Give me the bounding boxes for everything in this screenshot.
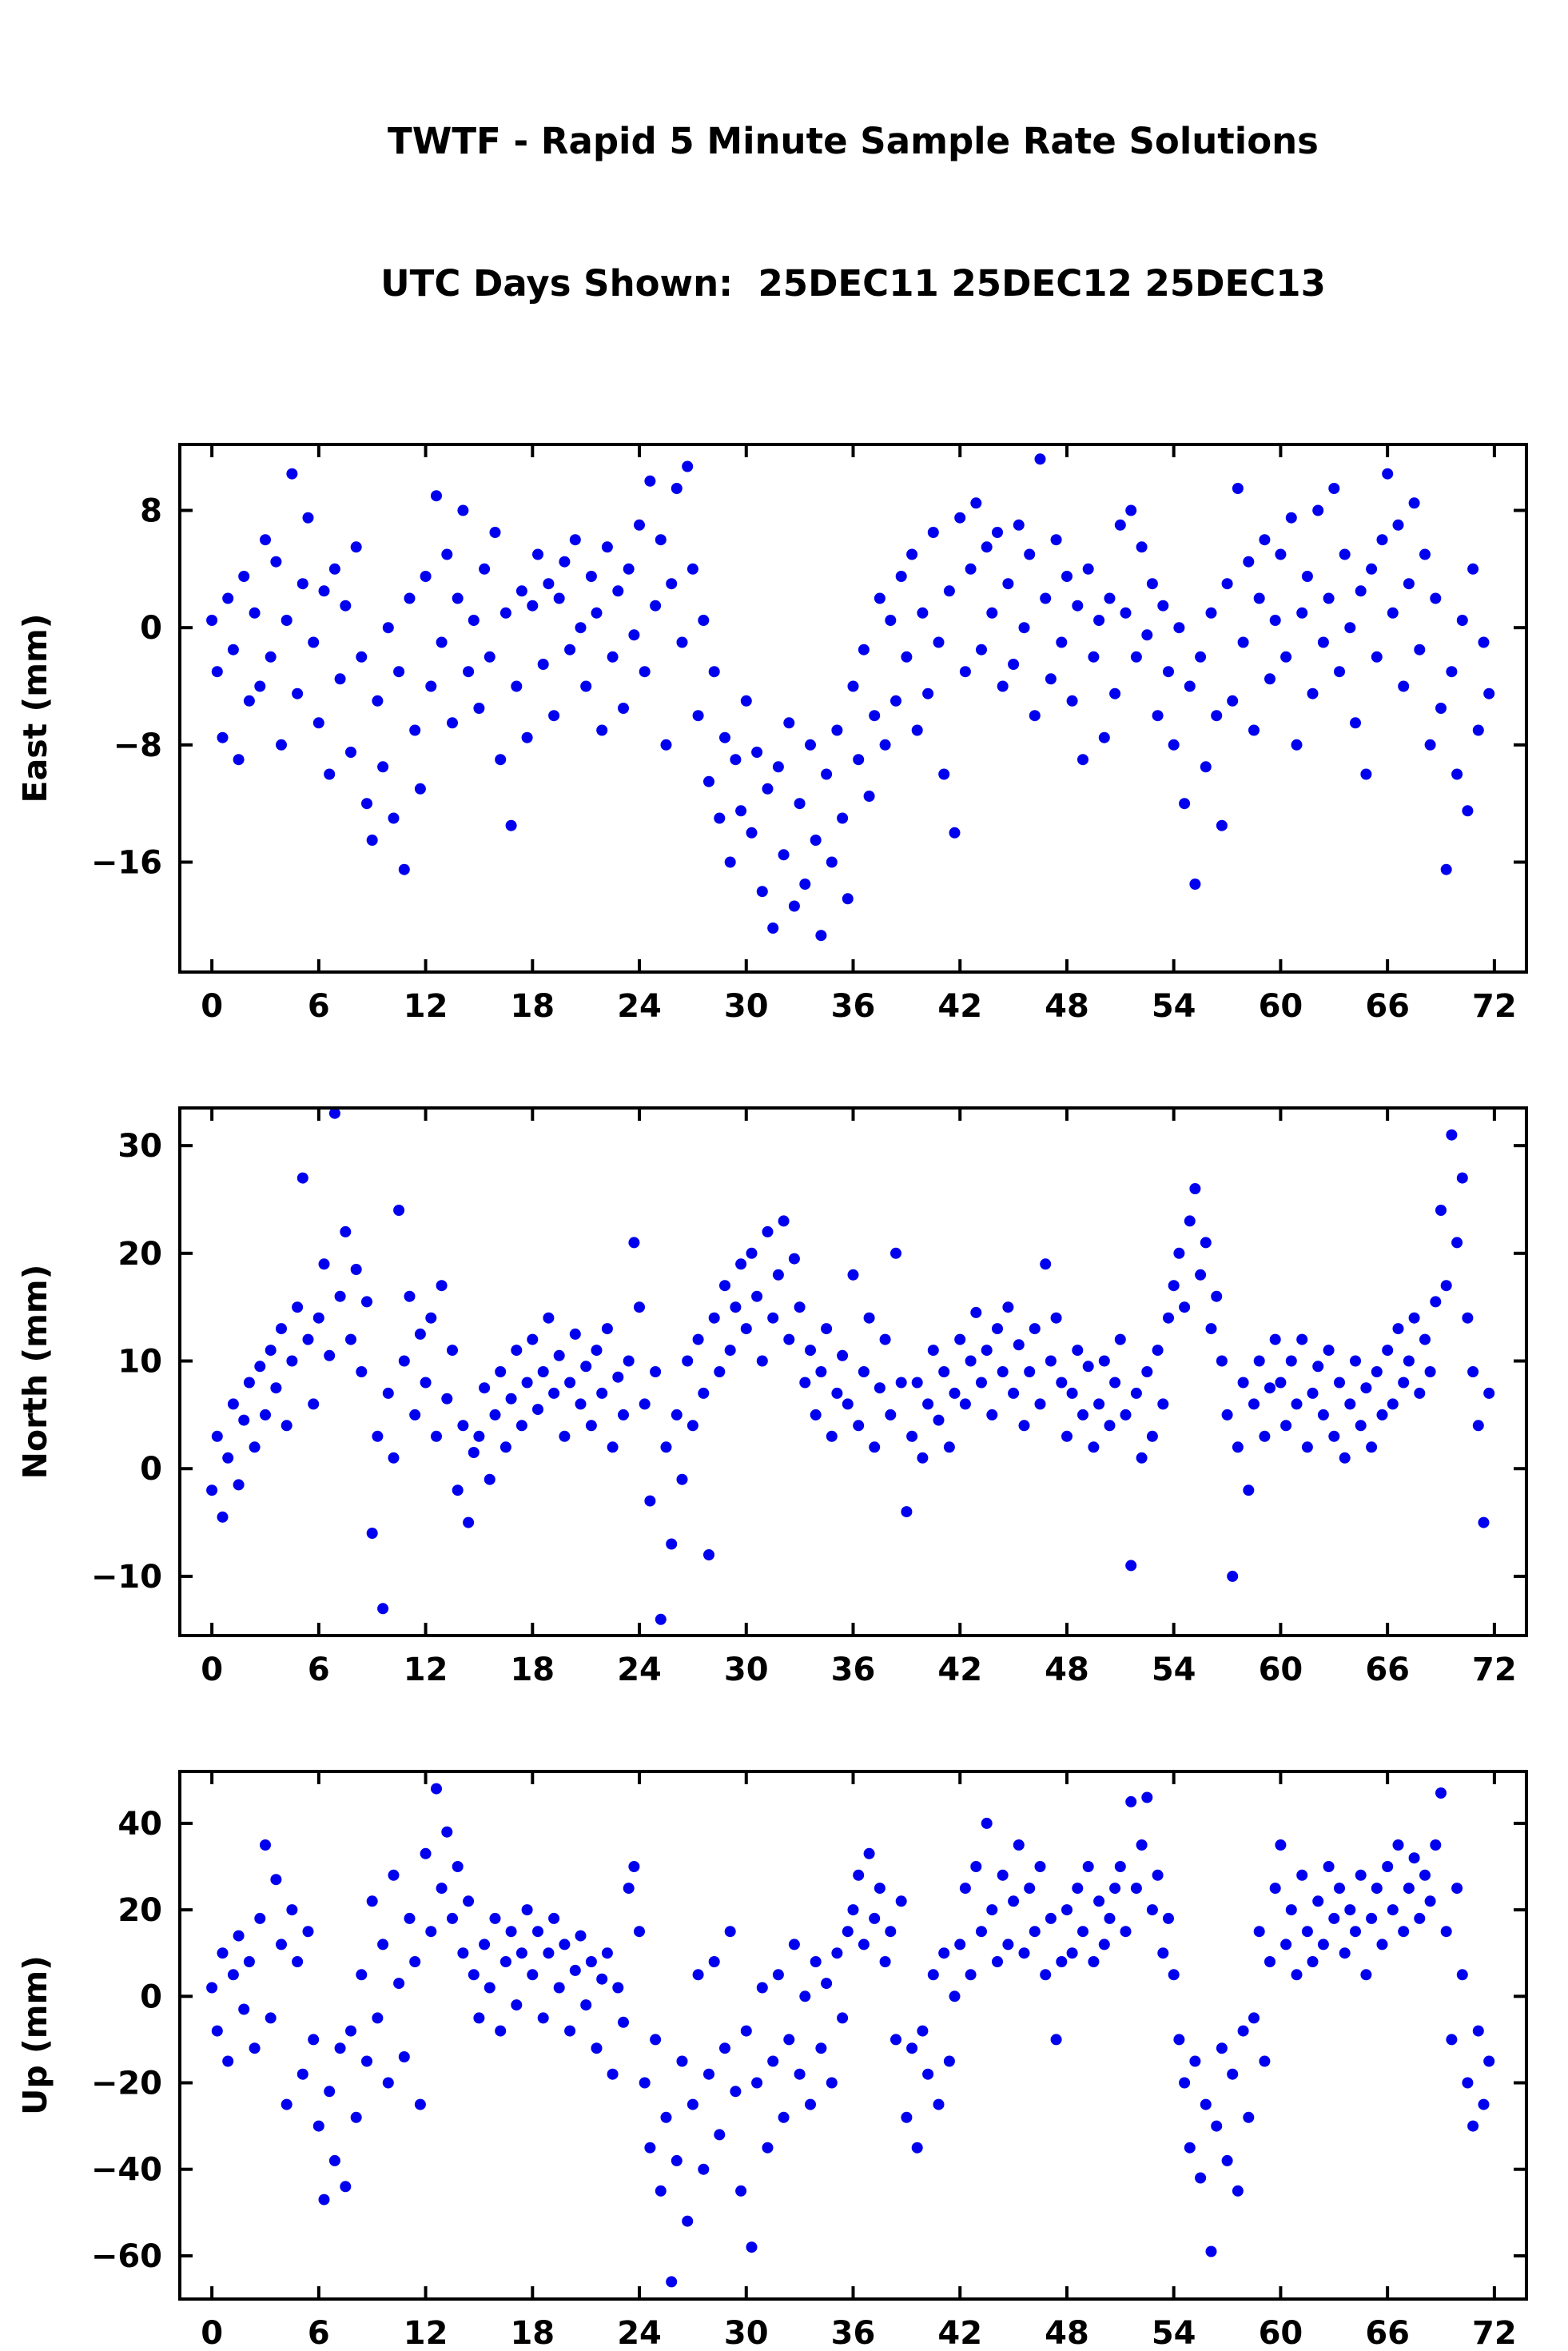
svg-text:Up (mm): Up (mm) <box>16 1955 54 2115</box>
up-panel-plot: 0 6 12 18 24 30 36 42 48 54 60 66 72 −60 −40 −20 0 20 40 Up… <box>16 1770 1528 2351</box>
svg-text:8: 8 <box>140 493 162 530</box>
svg-text:48: 48 <box>1045 1652 1089 1688</box>
svg-text:12: 12 <box>404 988 448 1025</box>
chart-title-line1: TWTF - Rapid 5 Minute Sample Rate Soluti… <box>388 119 1319 162</box>
east-panel-plot: 0 6 12 18 24 30 36 42 48 54 60 66 72 −16 −8 0 8 East (mm) <box>16 443 1528 1025</box>
svg-text:42: 42 <box>937 988 982 1025</box>
svg-text:60: 60 <box>1259 988 1303 1025</box>
svg-text:54: 54 <box>1152 2315 1196 2351</box>
svg-text:48: 48 <box>1045 2315 1089 2351</box>
svg-text:0: 0 <box>201 2315 223 2351</box>
svg-text:66: 66 <box>1365 1652 1410 1688</box>
svg-text:48: 48 <box>1045 988 1089 1025</box>
svg-text:42: 42 <box>937 1652 982 1688</box>
svg-text:−10: −10 <box>91 1559 162 1596</box>
svg-text:54: 54 <box>1152 1652 1196 1688</box>
svg-text:42: 42 <box>937 2315 982 2351</box>
svg-text:−8: −8 <box>113 727 162 764</box>
svg-text:36: 36 <box>831 988 876 1025</box>
svg-text:30: 30 <box>724 2315 769 2351</box>
svg-text:0: 0 <box>201 1652 223 1688</box>
svg-text:54: 54 <box>1152 988 1196 1025</box>
svg-text:−16: −16 <box>91 845 162 882</box>
svg-text:6: 6 <box>308 988 330 1025</box>
svg-text:24: 24 <box>617 988 662 1025</box>
svg-text:East (mm): East (mm) <box>16 614 54 803</box>
svg-text:North (mm): North (mm) <box>16 1265 54 1480</box>
svg-text:66: 66 <box>1365 2315 1410 2351</box>
svg-text:12: 12 <box>404 1652 448 1688</box>
svg-text:18: 18 <box>510 1652 555 1688</box>
svg-text:66: 66 <box>1365 988 1410 1025</box>
svg-text:24: 24 <box>617 2315 662 2351</box>
svg-text:0: 0 <box>140 1978 162 2015</box>
svg-text:36: 36 <box>831 1652 876 1688</box>
svg-text:18: 18 <box>510 988 555 1025</box>
svg-text:−20: −20 <box>91 2066 162 2102</box>
svg-text:20: 20 <box>117 1892 162 1929</box>
svg-text:72: 72 <box>1472 2315 1517 2351</box>
svg-text:0: 0 <box>201 988 223 1025</box>
svg-text:−60: −60 <box>91 2238 162 2275</box>
svg-text:30: 30 <box>117 1128 162 1165</box>
north-panel-plot: 0 6 12 18 24 30 36 42 48 54 60 66 72 −10 0 10 20 30 North … <box>16 1106 1528 1688</box>
svg-text:6: 6 <box>308 2315 330 2351</box>
svg-text:0: 0 <box>140 1451 162 1488</box>
svg-text:60: 60 <box>1259 1652 1303 1688</box>
chart-title: TWTF - Rapid 5 Minute Sample Rate Soluti… <box>180 22 1526 402</box>
svg-text:18: 18 <box>510 2315 555 2351</box>
svg-text:24: 24 <box>617 1652 662 1688</box>
svg-text:30: 30 <box>724 988 769 1025</box>
svg-text:40: 40 <box>117 1806 162 1843</box>
svg-text:6: 6 <box>308 1652 330 1688</box>
svg-text:72: 72 <box>1472 1652 1517 1688</box>
svg-text:0: 0 <box>140 610 162 647</box>
svg-text:12: 12 <box>404 2315 448 2351</box>
chart-title-line2: UTC Days Shown: 25DEC11 25DEC12 25DEC13 <box>380 261 1326 305</box>
svg-text:36: 36 <box>831 2315 876 2351</box>
svg-text:30: 30 <box>724 1652 769 1688</box>
svg-text:60: 60 <box>1259 2315 1303 2351</box>
svg-text:10: 10 <box>117 1344 162 1381</box>
svg-text:20: 20 <box>117 1236 162 1273</box>
svg-text:−40: −40 <box>91 2152 162 2189</box>
svg-text:72: 72 <box>1472 988 1517 1025</box>
